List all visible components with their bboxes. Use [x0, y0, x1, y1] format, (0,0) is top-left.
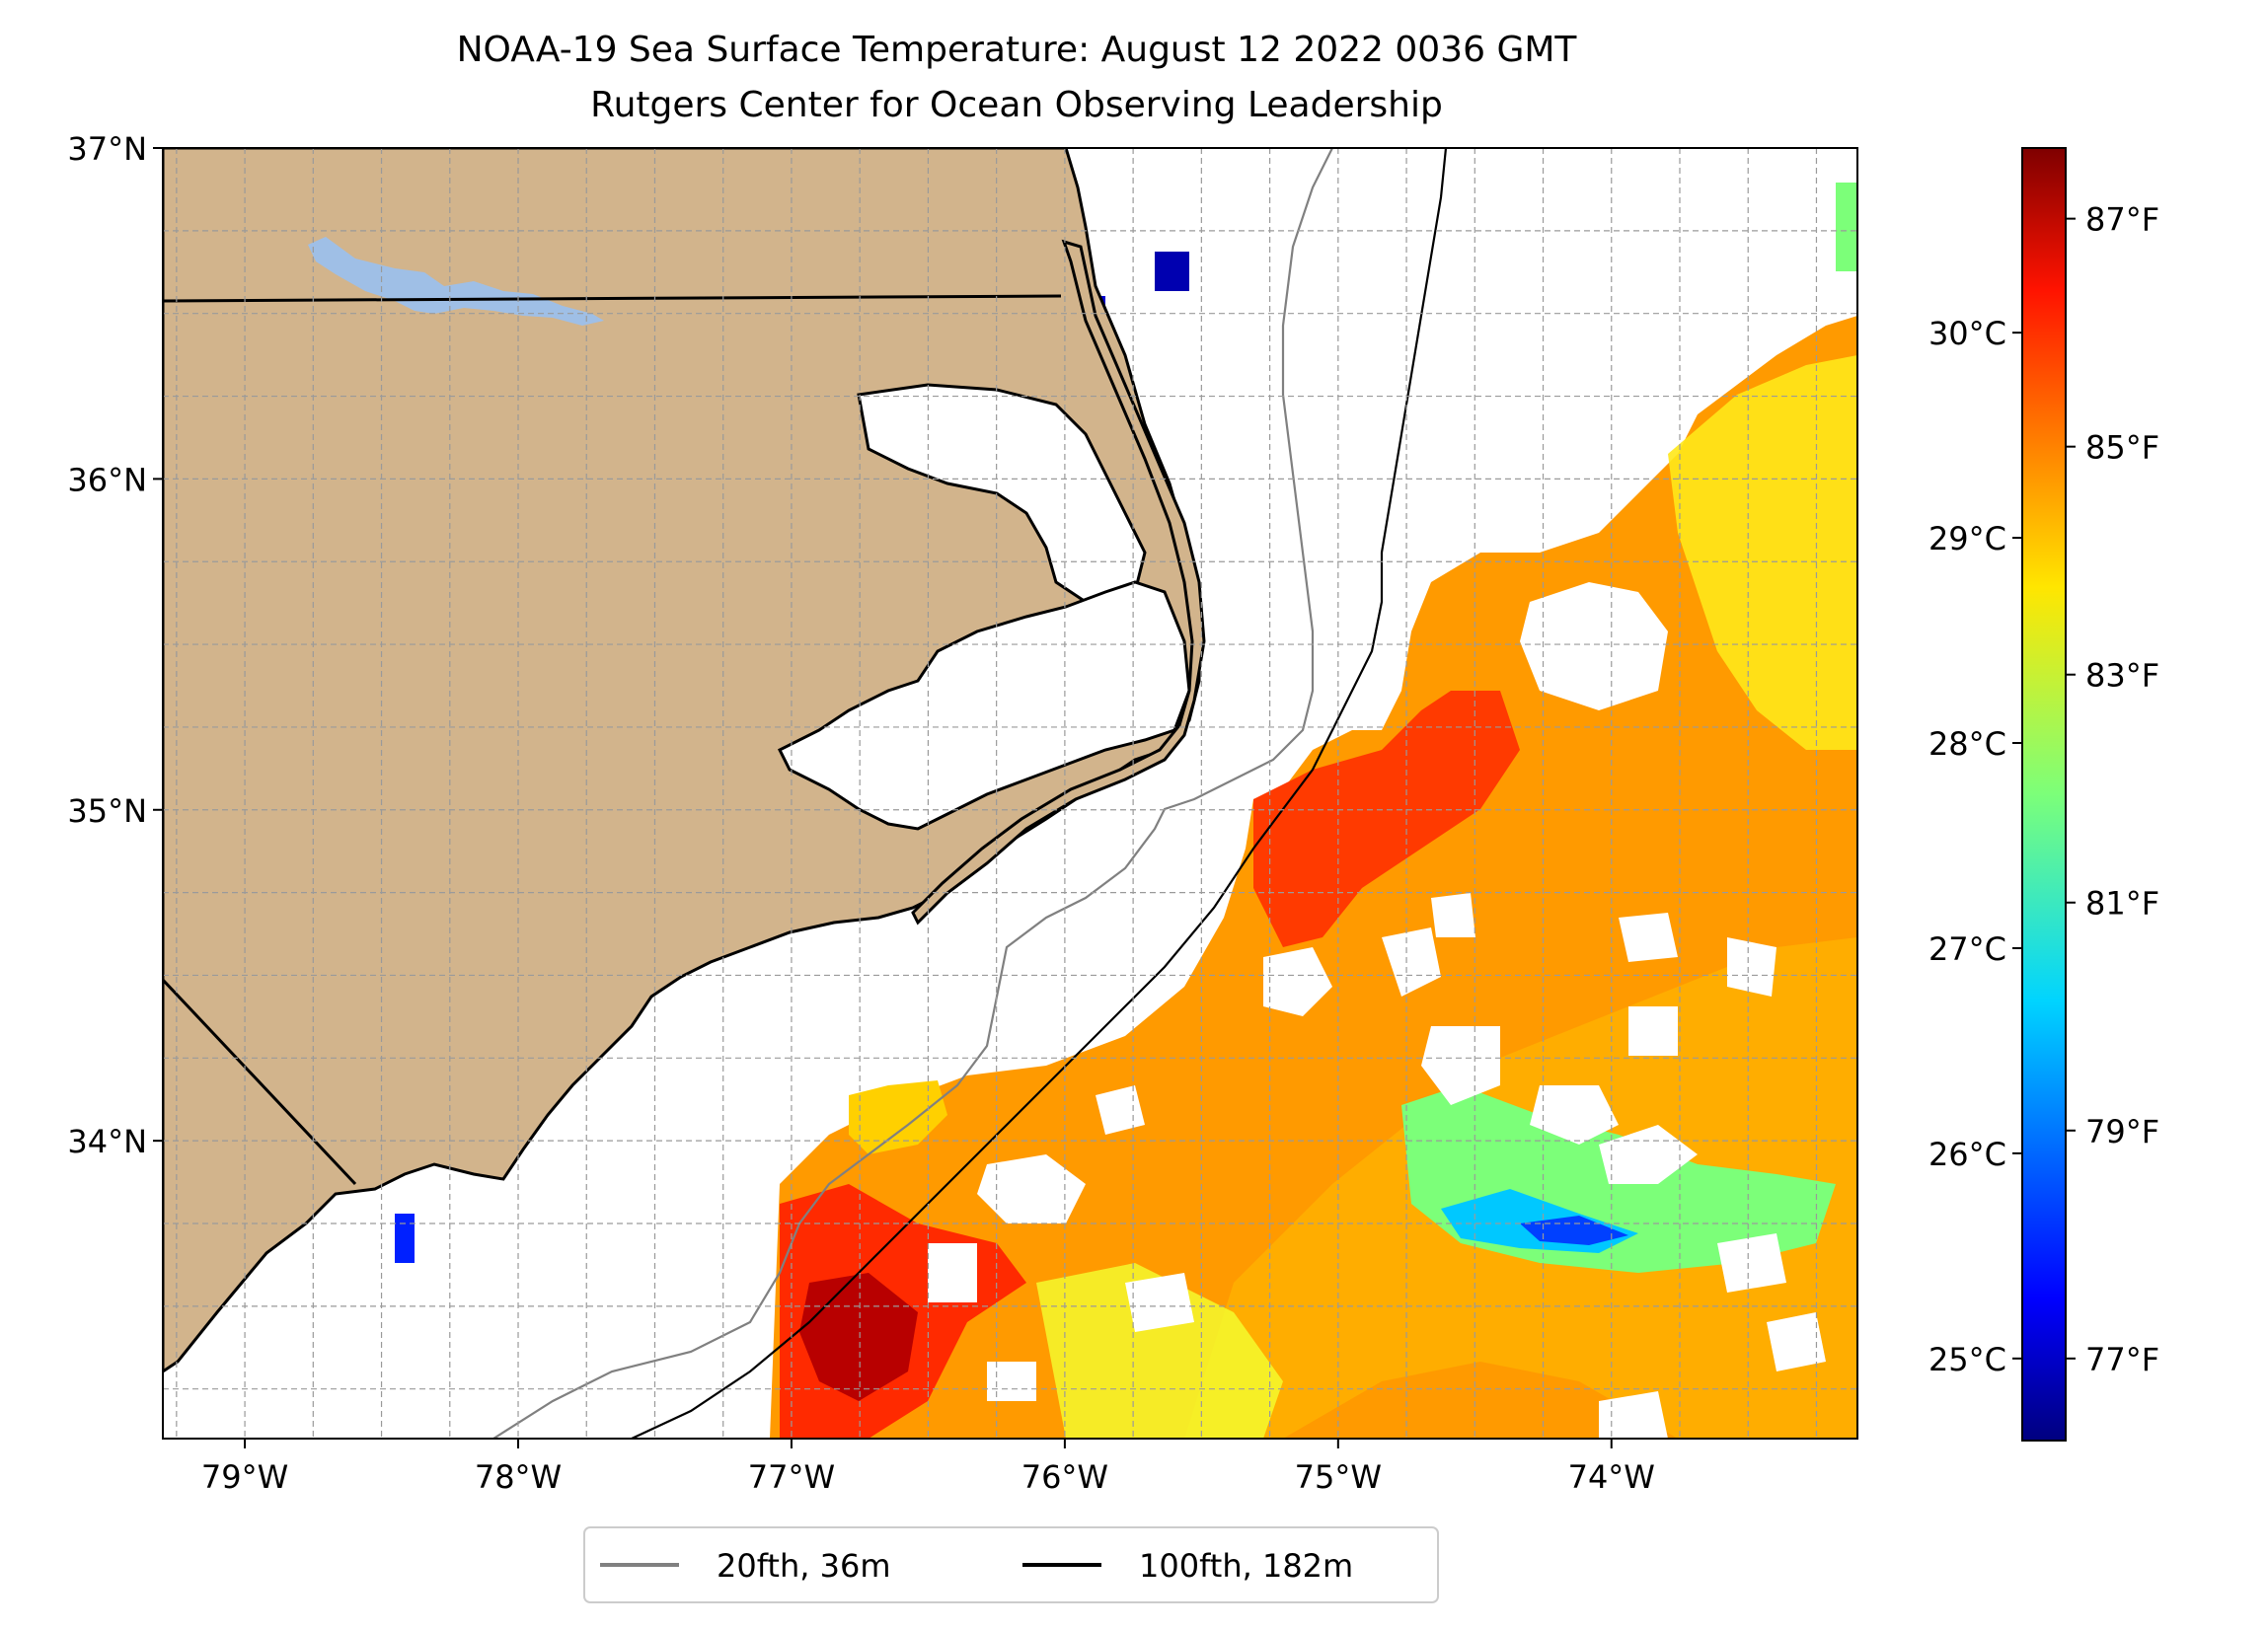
lat-tick-label: 37°N [67, 130, 147, 168]
colorbar-fahrenheit-label: 85°F [2085, 429, 2159, 467]
isobath-100fth [631, 148, 1448, 1439]
colorbar [2021, 147, 2067, 1442]
state-border-nc-va [163, 294, 1062, 303]
title-line-2: Rutgers Center for Ocean Observing Leade… [590, 85, 1443, 125]
state-border-nc-sc [163, 978, 357, 1186]
legend: 20fth, 36m 100fth, 182m [583, 1526, 1439, 1603]
colorbar-celsius-label: 26°C [1928, 1136, 2006, 1173]
colorbar-fahrenheit-label: 81°F [2085, 885, 2159, 923]
colorbar-celsius-label: 27°C [1928, 930, 2006, 968]
colorbar-fahrenheit-axis: 87°F 85°F 83°F 81°F 79°F 77°F [2066, 201, 2159, 1378]
colorbar-fahrenheit-label: 83°F [2085, 657, 2159, 695]
sst-maroon-core [799, 1273, 918, 1401]
legend-label-100fth: 100fth, 182m [1139, 1547, 1353, 1585]
lon-tick-label: 79°W [201, 1458, 288, 1496]
lat-tick-label: 34°N [67, 1123, 147, 1160]
sst-cold-patch-north [1155, 252, 1189, 291]
outer-banks [911, 239, 1206, 926]
lon-tick-label: 74°W [1568, 1458, 1655, 1496]
legend-box [583, 1526, 1439, 1603]
map-frame [162, 147, 1858, 1440]
sst-nearshore-patch [849, 1080, 947, 1154]
colorbar-celsius-label: 28°C [1928, 725, 2006, 763]
colorbar-celsius-label: 25°C [1928, 1341, 2006, 1378]
lon-tick-label: 76°W [1021, 1458, 1108, 1496]
cloud-gaps [928, 582, 1826, 1439]
colorbar-fahrenheit-label: 79°F [2085, 1113, 2159, 1150]
gridlines [163, 148, 1857, 1439]
lon-tick-label: 77°W [748, 1458, 835, 1496]
colorbar-fahrenheit-label: 87°F [2085, 201, 2159, 239]
sst-field [395, 183, 1857, 1439]
title-line-1: NOAA-19 Sea Surface Temperature: August … [457, 30, 1578, 70]
lon-tick-label: 75°W [1295, 1458, 1382, 1496]
kerr-lake [308, 237, 604, 326]
pamlico-sound [777, 580, 1191, 831]
lat-tick-label: 36°N [67, 461, 147, 498]
lon-tick-label: 78°W [475, 1458, 562, 1496]
lat-tick-label: 35°N [67, 792, 147, 830]
legend-label-20fth: 20fth, 36m [717, 1547, 890, 1585]
sst-hot-core [1253, 691, 1520, 947]
map-panel [163, 148, 1857, 1439]
longitude-axis: 79°W 78°W 77°W 76°W 75°W 74°W [201, 1439, 1655, 1496]
isobath-20fth [492, 148, 1333, 1439]
colorbar-celsius-label: 29°C [1928, 520, 2006, 557]
colorbar-fahrenheit-label: 77°F [2085, 1341, 2159, 1378]
latitude-axis: 37°N 36°N 35°N 34°N [67, 130, 163, 1160]
colorbar-celsius-axis: 30°C 29°C 28°C 27°C 26°C 25°C [1928, 315, 2022, 1378]
sst-cold-patch-south [395, 1214, 415, 1263]
colorbar-celsius-label: 30°C [1928, 315, 2006, 352]
sst-yellow-region [1668, 355, 1857, 750]
sst-yellow-south [1036, 1263, 1283, 1439]
sst-cold-patch-east [1836, 183, 1857, 271]
